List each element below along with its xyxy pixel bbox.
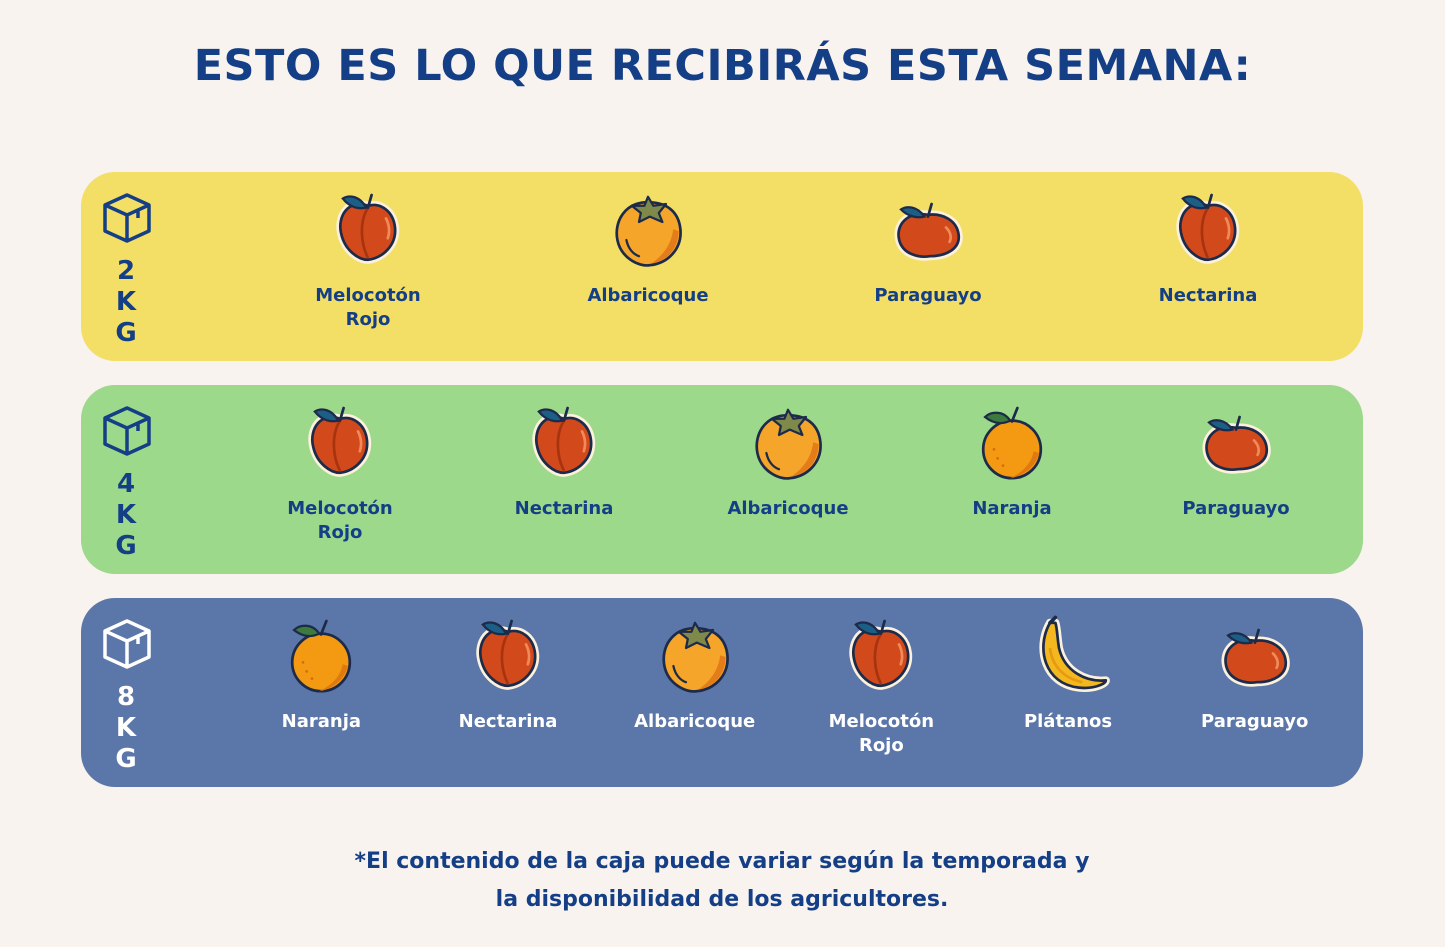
item-name: Nectarina	[458, 711, 558, 732]
item: Naranja	[228, 612, 415, 758]
box-row: 8KG Naranja Nectarina Albaricoque Meloco…	[81, 598, 1363, 787]
item-list: Melocotón Rojo Nectarina Albaricoque Nar…	[228, 399, 1348, 545]
item: Plátanos	[975, 612, 1162, 758]
item-name: Albaricoque	[634, 711, 756, 732]
item-name: Nectarina	[1158, 285, 1258, 306]
box-icon	[101, 618, 153, 670]
box-icon	[101, 405, 153, 457]
item: Nectarina	[1068, 186, 1348, 332]
item-list: Naranja Nectarina Albaricoque Melocotón …	[228, 612, 1348, 758]
fruit-icon	[276, 612, 366, 702]
item-name: Paraguayo	[1201, 711, 1309, 732]
item: Albaricoque	[508, 186, 788, 332]
fruit-icon	[295, 399, 385, 489]
item-name: Melocotón Rojo	[315, 285, 421, 330]
item-list: Melocotón Rojo Albaricoque Paraguayo Nec…	[228, 186, 1348, 332]
item-name: Paraguayo	[1182, 498, 1290, 519]
item-name: Naranja	[281, 711, 362, 732]
fruit-icon	[1191, 399, 1281, 489]
item: Melocotón Rojo	[228, 399, 452, 545]
fruit-icon	[603, 186, 693, 276]
item: Nectarina	[415, 612, 602, 758]
item: Naranja	[900, 399, 1124, 545]
item: Melocotón Rojo	[788, 612, 975, 758]
item: Nectarina	[452, 399, 676, 545]
box-row: 4KG Melocotón Rojo Nectarina Albaricoque…	[81, 385, 1363, 574]
fruit-icon	[1023, 612, 1113, 702]
fruit-icon	[967, 399, 1057, 489]
title: ESTO ES LO QUE RECIBIRÁS ESTA SEMANA:	[193, 41, 1252, 91]
item-name: Albaricoque	[587, 285, 709, 306]
item: Albaricoque	[676, 399, 900, 545]
fruit-icon	[650, 612, 740, 702]
box-row: 2KG Melocotón Rojo Albaricoque Paraguayo…	[81, 172, 1363, 361]
fruit-icon	[519, 399, 609, 489]
fruit-icon	[323, 186, 413, 276]
item: Melocotón Rojo	[228, 186, 508, 332]
box-size: 4KG	[115, 469, 137, 561]
footnote: *El contenido de la caja puede variar se…	[354, 849, 1090, 912]
item-name: Albaricoque	[727, 498, 849, 519]
item-name: Nectarina	[514, 498, 614, 519]
box-icon	[101, 192, 153, 244]
fruit-icon	[463, 612, 553, 702]
box-size: 8KG	[115, 682, 137, 774]
fruit-icon	[1163, 186, 1253, 276]
item: Paraguayo	[1124, 399, 1348, 545]
item-name: Melocotón Rojo	[828, 711, 935, 756]
item: Paraguayo	[1161, 612, 1348, 758]
fruit-icon	[836, 612, 926, 702]
fruit-icon	[883, 186, 973, 276]
fruit-icon	[743, 399, 833, 489]
item-name: Melocotón Rojo	[287, 498, 393, 543]
item: Paraguayo	[788, 186, 1068, 332]
fruit-icon	[1210, 612, 1300, 702]
item-name: Paraguayo	[874, 285, 982, 306]
box-size: 2KG	[115, 256, 137, 348]
item: Albaricoque	[601, 612, 788, 758]
item-name: Plátanos	[1023, 711, 1113, 732]
item-name: Naranja	[972, 498, 1052, 519]
